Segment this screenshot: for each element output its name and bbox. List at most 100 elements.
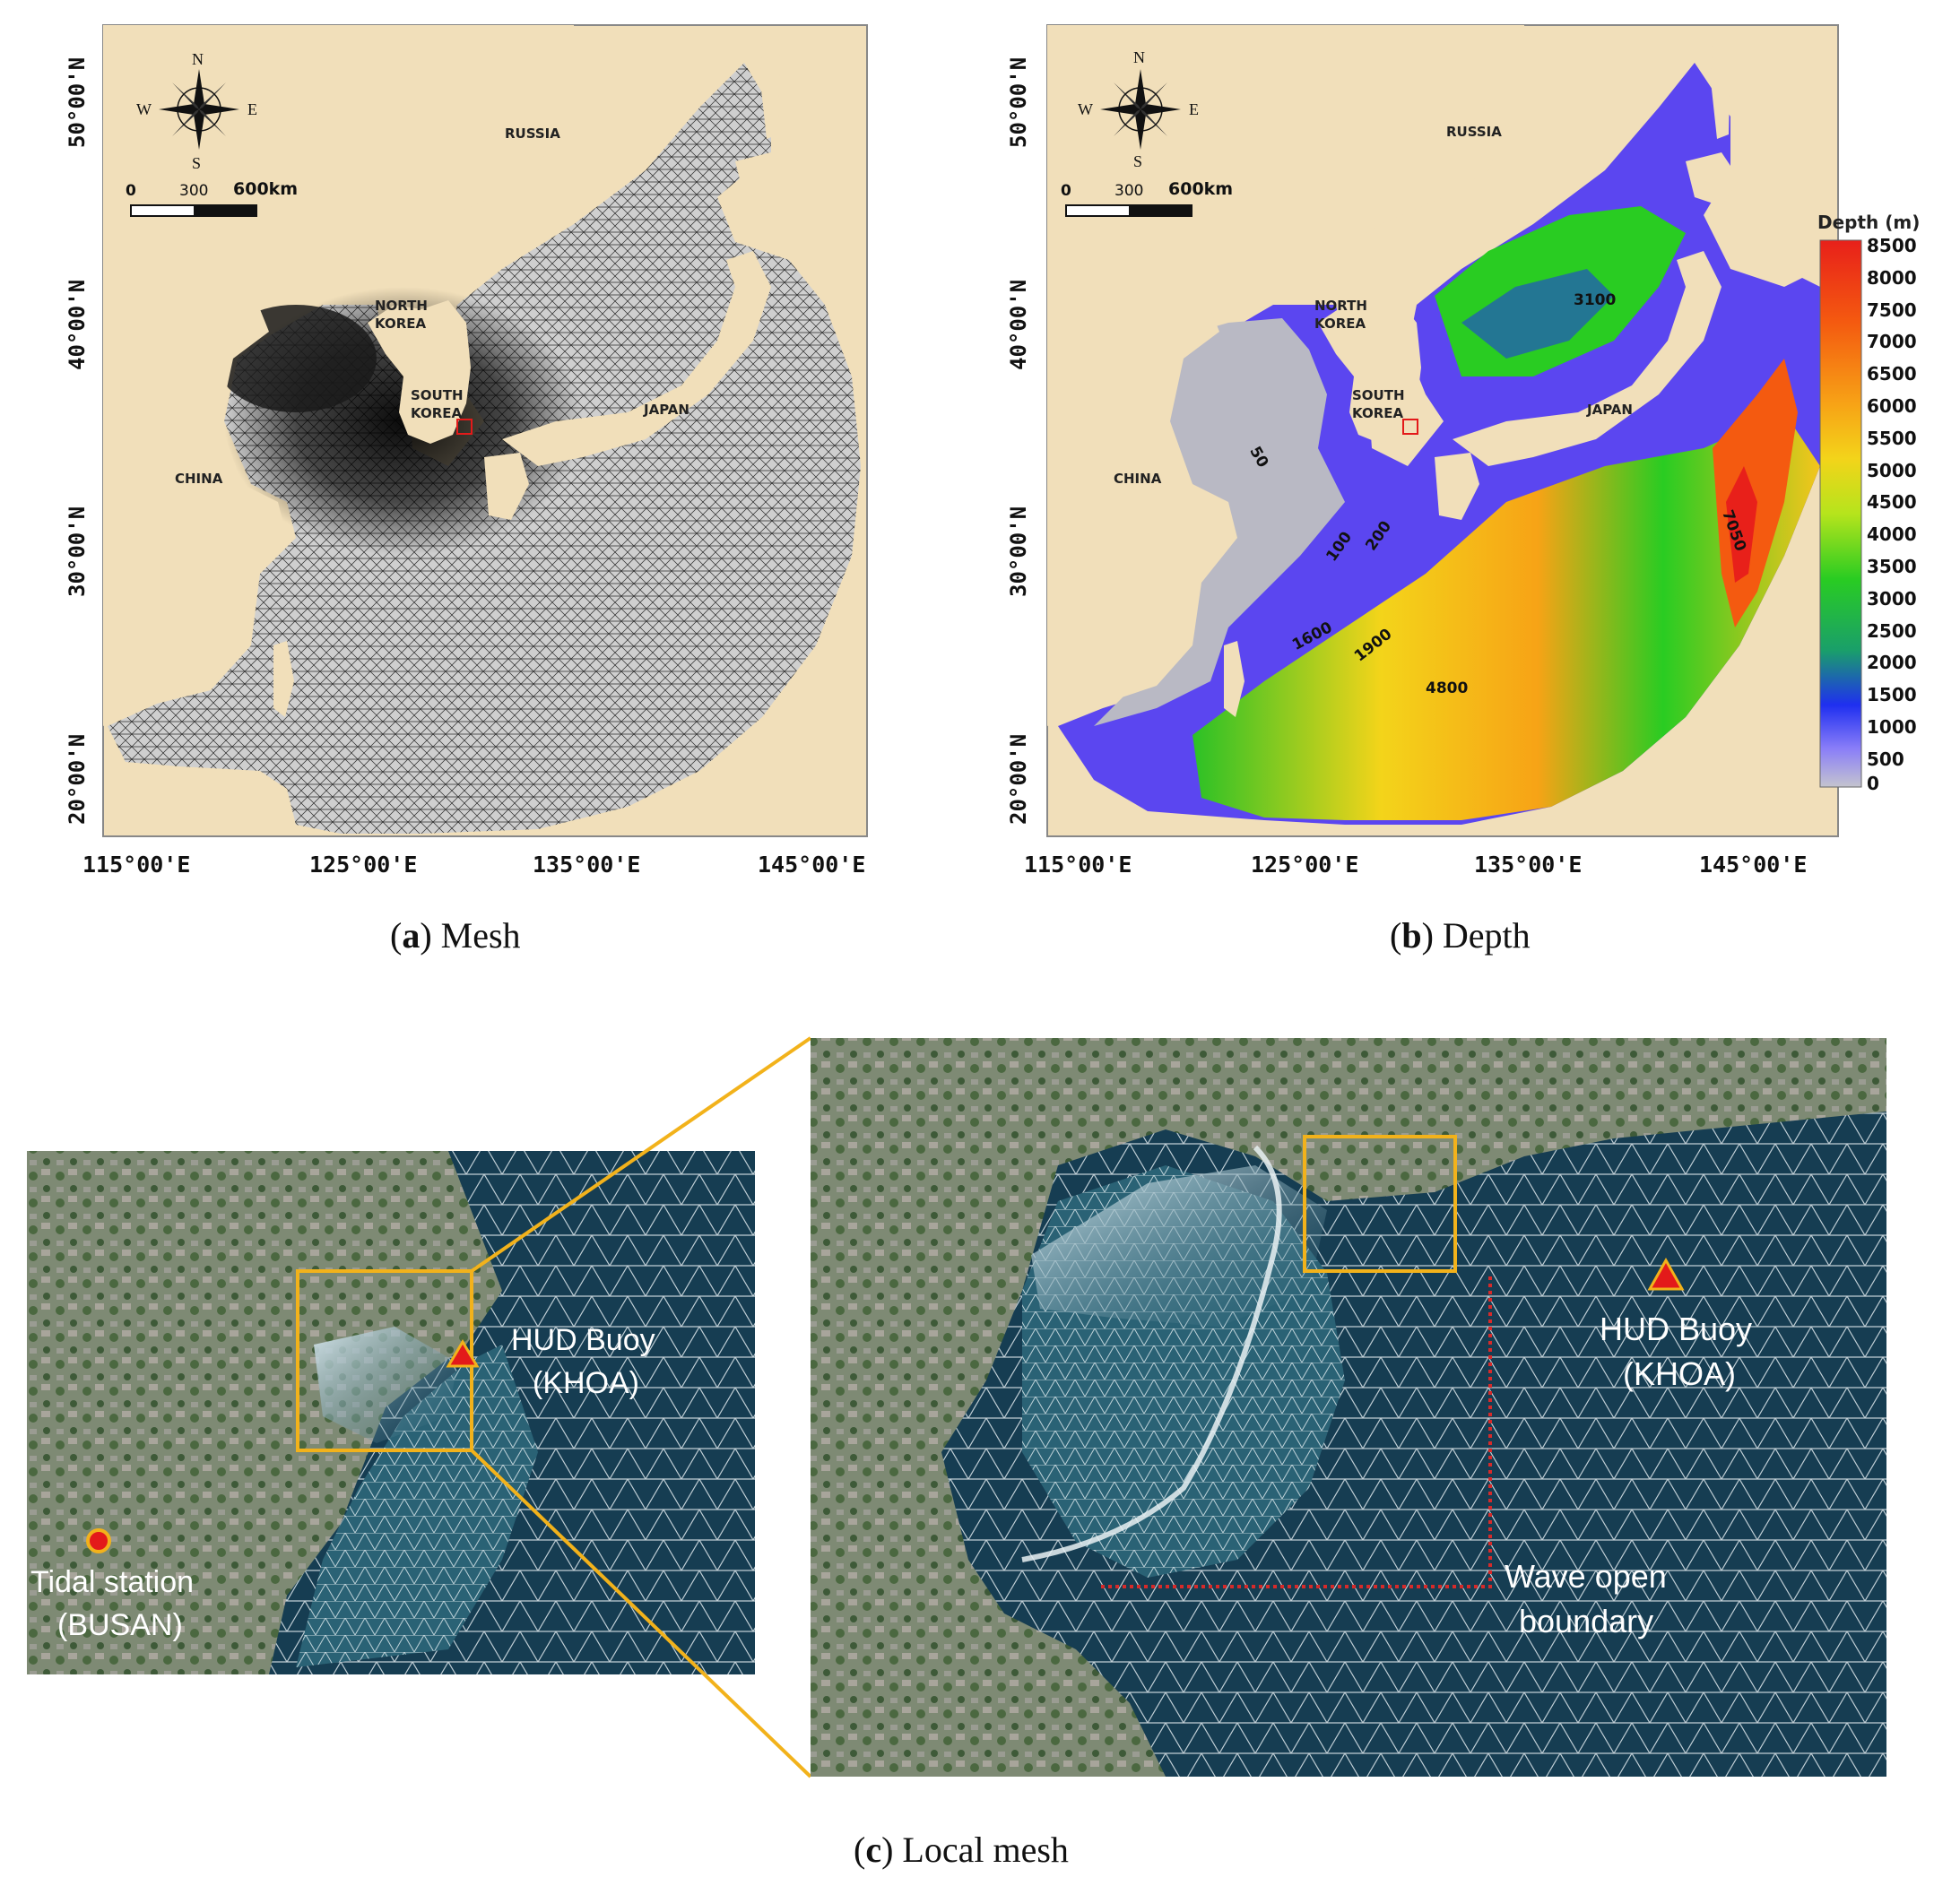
compass-n: N (192, 50, 204, 68)
left-buoy-marker (446, 1339, 480, 1368)
wave-open-boundary (1101, 1275, 1492, 1588)
compass-w-b: W (1078, 100, 1093, 118)
cb-tick: 1500 (1867, 684, 1917, 705)
caption-a: (a) Mesh (390, 915, 521, 956)
lat-40: 40°00'N (65, 279, 90, 370)
label-japan-b: JAPAN (1587, 402, 1633, 418)
lon-125: 125°00'E (309, 852, 418, 878)
lat-50-b: 50°00'N (1006, 56, 1031, 148)
cb-tick: 5000 (1867, 460, 1917, 481)
left-buoy-label-1: HUD Buoy (511, 1323, 655, 1357)
contour-4800: 4800 (1426, 679, 1469, 697)
scale-end: 600km (233, 179, 299, 199)
boundary-label-1: Wave open (1505, 1558, 1667, 1595)
lat-40-b: 40°00'N (1006, 279, 1031, 370)
label-japan: JAPAN (644, 402, 689, 418)
colorbar-ticks: 8500 8000 7500 7000 6500 6000 5500 5000 … (1867, 235, 1930, 794)
right-buoy-label-1: HUD Buoy (1600, 1311, 1753, 1347)
mesh-map (102, 24, 868, 837)
right-inset (811, 1038, 1886, 1777)
label-south-korea-1: SOUTH (411, 387, 464, 403)
boundary-label-2: boundary (1519, 1603, 1654, 1639)
compass-s-b: S (1133, 152, 1143, 170)
cb-tick: 500 (1867, 748, 1904, 770)
compass-w: W (136, 100, 152, 118)
compass-rose-icon-b (1096, 65, 1185, 154)
compass-e: E (247, 100, 257, 118)
panel-b-depth: N S W E 0 300 600km RUSSIA NORTH KOREA S… (924, 0, 1960, 977)
colorbar-title: Depth (m) (1817, 212, 1921, 233)
lon-115: 115°00'E (82, 852, 191, 878)
label-china: CHINA (175, 471, 223, 487)
label-russia-b: RUSSIA (1446, 124, 1502, 140)
scale-mid: 300 (179, 182, 209, 200)
cb-tick: 2000 (1867, 652, 1917, 673)
compass-s: S (192, 154, 202, 172)
lon-115-b: 115°00'E (1024, 852, 1132, 878)
depth-colorbar (1819, 239, 1862, 788)
label-china-b: CHINA (1114, 471, 1162, 487)
scale-mid-b: 300 (1114, 182, 1144, 200)
china-land-b (1047, 25, 1524, 726)
breakwater (1021, 1145, 1282, 1562)
lat-20-b: 20°00'N (1006, 733, 1031, 825)
cb-tick: 2500 (1867, 620, 1917, 642)
label-south-korea-2-b: KOREA (1352, 405, 1404, 421)
lon-135: 135°00'E (533, 852, 641, 878)
scale-zero-b: 0 (1061, 182, 1071, 200)
label-south-korea-1-b: SOUTH (1352, 387, 1405, 403)
korean-peninsula-b (1318, 300, 1421, 444)
japan-land-b (1453, 251, 1722, 466)
depth-map (1046, 24, 1862, 837)
cb-tick: 8000 (1867, 267, 1917, 289)
compass-rose-icon (154, 65, 244, 154)
lon-145: 145°00'E (758, 852, 866, 878)
cb-tick: 4000 (1867, 523, 1917, 545)
china-land (103, 25, 574, 726)
study-area-box (456, 419, 473, 435)
compass-e-b: E (1189, 100, 1199, 118)
lon-135-b: 135°00'E (1474, 852, 1583, 878)
scale-bar (130, 204, 257, 217)
contour-3100: 3100 (1574, 291, 1617, 309)
left-buoy-label-2: (KHOA) (533, 1366, 639, 1400)
compass-n-b: N (1133, 48, 1145, 66)
label-north-korea-1-b: NORTH (1314, 298, 1367, 314)
label-north-korea-2: KOREA (375, 316, 427, 332)
right-zoom-box (1303, 1135, 1457, 1273)
lon-125-b: 125°00'E (1251, 852, 1359, 878)
cb-tick: 4500 (1867, 491, 1917, 513)
caption-c: (c) Local mesh (854, 1830, 1069, 1870)
tidal-station-label-1: Tidal station (30, 1565, 195, 1599)
tidal-station-marker (86, 1528, 111, 1553)
lat-30: 30°00'N (65, 506, 90, 597)
cb-tick: 1000 (1867, 716, 1917, 738)
local-mesh-figure (27, 1036, 1886, 1778)
cb-tick: 3500 (1867, 556, 1917, 577)
cb-tick: 6000 (1867, 395, 1917, 417)
cb-tick: 6500 (1867, 363, 1917, 385)
panel-a-mesh: N S W E 0 300 600km RUSSIA NORTH KOREA S… (0, 0, 897, 977)
left-inset (27, 1151, 755, 1674)
cb-tick: 0 (1867, 773, 1879, 794)
lat-30-b: 30°00'N (1006, 506, 1031, 597)
scale-end-b: 600km (1168, 179, 1234, 199)
label-north-korea-2-b: KOREA (1314, 316, 1366, 332)
japan-land (502, 251, 771, 466)
study-area-box-b (1402, 419, 1418, 435)
scale-zero: 0 (126, 182, 136, 200)
cb-tick: 7000 (1867, 331, 1917, 352)
lat-20: 20°00'N (65, 733, 90, 825)
tidal-station-label-2: (BUSAN) (57, 1608, 183, 1642)
scale-bar-b (1065, 204, 1192, 217)
cb-tick: 8500 (1867, 235, 1917, 256)
cb-tick: 3000 (1867, 588, 1917, 610)
label-north-korea-1: NORTH (375, 298, 428, 314)
shallow-shelf (1076, 318, 1345, 744)
label-south-korea-2: KOREA (411, 405, 463, 421)
cb-tick: 7500 (1867, 299, 1917, 321)
label-russia: RUSSIA (505, 125, 560, 142)
right-buoy-label-2: (KHOA) (1623, 1355, 1736, 1392)
cb-tick: 5500 (1867, 428, 1917, 449)
lon-145-b: 145°00'E (1699, 852, 1808, 878)
